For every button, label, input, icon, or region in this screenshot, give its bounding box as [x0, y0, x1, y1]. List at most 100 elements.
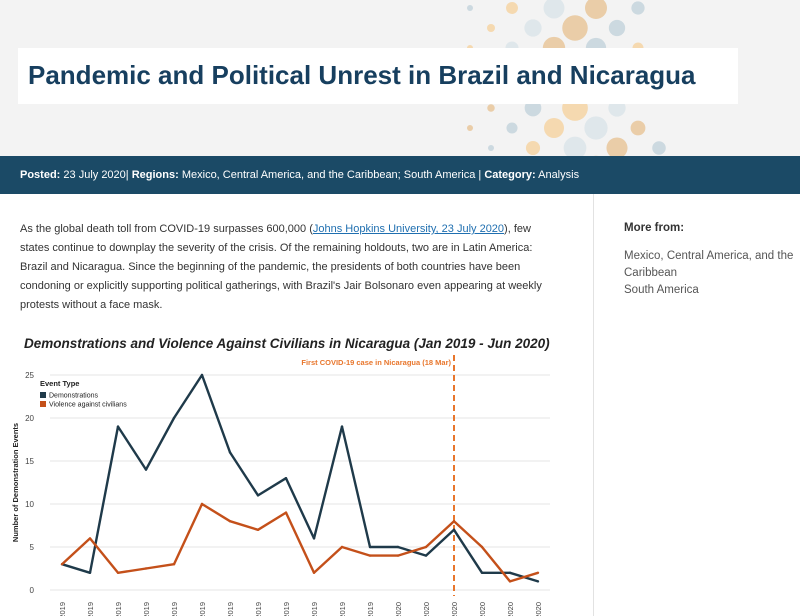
posted-label: Posted:	[20, 169, 61, 181]
x-tick-label: 2019	[338, 602, 347, 616]
data-point	[396, 545, 400, 549]
page-title: Pandemic and Political Unrest in Brazil …	[28, 60, 696, 90]
decorative-dot	[543, 117, 565, 139]
data-point	[144, 468, 148, 471]
x-tick-label: 2020	[394, 602, 403, 616]
legend-label: Demonstrations	[49, 393, 99, 400]
data-point	[312, 537, 316, 540]
more-from-heading: More from:	[624, 222, 685, 234]
data-point	[480, 571, 484, 574]
decorative-dot	[608, 19, 626, 37]
data-point	[256, 494, 260, 497]
data-point	[60, 563, 64, 566]
legend-swatch	[40, 392, 46, 398]
decorative-dot	[487, 104, 495, 112]
decorative-dot	[543, 0, 565, 19]
data-point	[452, 528, 456, 531]
chart-title: Demonstrations and Violence Against Civi…	[24, 336, 550, 351]
y-tick-label: 10	[25, 500, 34, 509]
decorative-dot	[584, 116, 608, 140]
x-tick-label: 2019	[86, 602, 95, 616]
more-from-list: Mexico, Central America, and the Caribbe…	[624, 248, 799, 299]
data-point	[116, 425, 120, 428]
y-tick-label: 15	[25, 457, 34, 466]
decorative-dot	[606, 137, 628, 156]
posted-date: 23 July 2020	[63, 169, 126, 181]
sidebar: More from: Mexico, Central America, and …	[593, 194, 800, 616]
x-tick-label: 2019	[226, 602, 235, 616]
x-tick-label: 2019	[198, 602, 207, 616]
x-tick-label: 2020	[422, 602, 431, 616]
legend-title: Event Type	[40, 379, 79, 388]
decorative-dot	[506, 122, 518, 134]
regions-value[interactable]: Mexico, Central America, and the Caribbe…	[181, 169, 476, 181]
data-point	[508, 580, 512, 583]
data-point	[172, 563, 176, 566]
intro-text-after: ), few states continue to downplay the s…	[20, 223, 542, 311]
meta-separator: |	[125, 169, 129, 181]
data-point	[256, 528, 260, 531]
decorative-dot	[563, 136, 587, 156]
series-line-demonstrations	[61, 373, 539, 583]
decorative-dot	[630, 120, 646, 136]
meta-separator: |	[478, 169, 482, 181]
data-point	[284, 511, 288, 514]
decorative-dot	[652, 141, 666, 155]
legend-swatch	[40, 401, 46, 407]
x-tick-label: 2019	[142, 602, 151, 616]
intro-text-before: As the global death toll from COVID-19 s…	[20, 223, 313, 235]
source-link[interactable]: Johns Hopkins University, 23 July 2020	[312, 223, 505, 235]
decorative-dot	[631, 1, 645, 15]
data-point	[424, 554, 428, 557]
decorative-dot	[488, 145, 494, 151]
x-tick-label: 2020	[534, 602, 543, 616]
x-tick-label: 2019	[282, 602, 291, 616]
y-axis-label: Number of Demonstration Events	[11, 423, 20, 542]
category-value[interactable]: Analysis	[538, 169, 580, 181]
title-box	[18, 48, 738, 104]
decorative-dot	[506, 2, 518, 14]
x-tick-label: 2020	[506, 602, 515, 616]
data-point	[200, 502, 204, 506]
data-point	[88, 537, 92, 540]
meta-bar: Posted: 23 July 2020| Regions: Mexico, C…	[0, 156, 800, 194]
data-point	[284, 477, 288, 480]
data-point	[340, 545, 344, 549]
data-point	[312, 571, 316, 574]
category-label: Category:	[484, 169, 536, 181]
data-point	[200, 373, 204, 377]
legend-label: Violence against civilians	[49, 402, 127, 409]
decorative-dot	[562, 15, 588, 41]
intro-paragraph: As the global death toll from COVID-19 s…	[20, 220, 560, 315]
data-point	[536, 571, 540, 574]
x-tick-label: 2019	[58, 602, 67, 616]
x-tick-label: 2019	[254, 602, 263, 616]
data-point	[452, 520, 456, 523]
data-point	[88, 571, 92, 574]
data-point	[424, 545, 428, 549]
sidebar-link-mexico-central-america[interactable]: Mexico, Central America, and the Caribbe…	[624, 250, 794, 279]
data-point	[508, 571, 512, 574]
y-tick-label: 20	[25, 414, 34, 423]
data-point	[144, 567, 148, 570]
covid-annotation: First COVID-19 case in Nicaragua (18 Mar…	[301, 358, 451, 367]
x-tick-label: 2020	[450, 602, 459, 616]
y-tick-label: 25	[25, 371, 34, 380]
data-point	[116, 571, 120, 574]
decorative-dot	[584, 0, 608, 20]
series-line-violence	[61, 502, 539, 583]
decorative-dot	[467, 5, 473, 11]
data-point	[340, 425, 344, 428]
data-point	[368, 545, 372, 549]
data-point	[368, 554, 372, 557]
data-point	[480, 545, 484, 549]
sidebar-link-south-america[interactable]: South America	[624, 284, 699, 296]
decorative-dot	[525, 140, 541, 156]
line-chart: 0 5 10 15 20 25 Number of Demonstration Events…	[11, 355, 550, 616]
x-tick-label: 2019	[170, 602, 179, 616]
decorative-dot	[467, 125, 473, 131]
x-tick-label: 2019	[114, 602, 123, 616]
data-point	[396, 554, 400, 557]
decorative-dot	[486, 23, 496, 33]
data-point	[228, 520, 232, 523]
